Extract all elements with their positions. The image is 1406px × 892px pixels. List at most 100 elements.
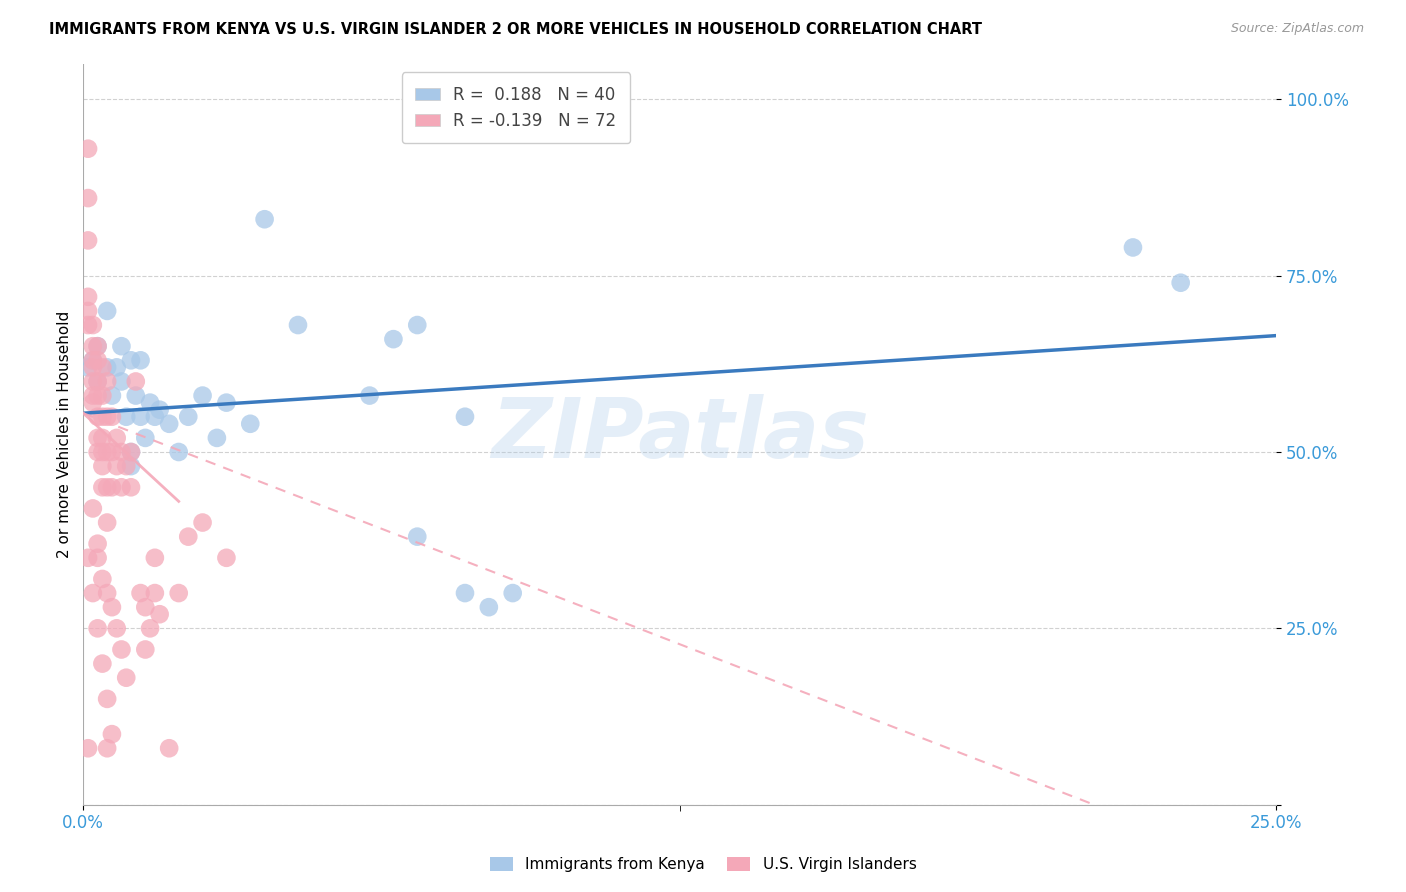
Point [86, 339, 108, 353]
Point [82, 395, 104, 409]
Point [91, 431, 114, 445]
Point [287, 318, 309, 332]
Point [115, 409, 138, 424]
Text: IMMIGRANTS FROM KENYA VS U.S. VIRGIN ISLANDER 2 OR MORE VEHICLES IN HOUSEHOLD CO: IMMIGRANTS FROM KENYA VS U.S. VIRGIN ISL… [49, 22, 983, 37]
Point [134, 431, 156, 445]
Legend: R =  0.188   N = 40, R = -0.139   N = 72: R = 0.188 N = 40, R = -0.139 N = 72 [402, 72, 630, 144]
Point [129, 353, 152, 368]
Point [96, 409, 118, 424]
Point [215, 550, 238, 565]
Point [139, 621, 162, 635]
Point [86, 375, 108, 389]
Point [215, 395, 238, 409]
Text: ZIPatlas: ZIPatlas [491, 394, 869, 475]
Point [139, 395, 162, 409]
Point [167, 445, 190, 459]
Point [110, 339, 132, 353]
Point [91, 572, 114, 586]
Point [96, 691, 118, 706]
Point [359, 388, 381, 402]
Point [406, 530, 429, 544]
Point [96, 360, 118, 375]
Point [143, 409, 166, 424]
Point [86, 375, 108, 389]
Point [177, 530, 200, 544]
Point [101, 388, 124, 402]
Point [96, 586, 118, 600]
Point [149, 402, 172, 417]
Point [191, 388, 214, 402]
Point [77, 142, 100, 156]
Point [77, 304, 100, 318]
Point [143, 550, 166, 565]
Point [86, 388, 108, 402]
Point [157, 741, 180, 756]
Point [105, 459, 128, 474]
Point [96, 480, 118, 494]
Point [120, 480, 142, 494]
Point [115, 671, 138, 685]
Point [1122, 240, 1144, 254]
Point [82, 375, 104, 389]
Point [82, 360, 104, 375]
Point [96, 741, 118, 756]
Point [91, 409, 114, 424]
Point [77, 234, 100, 248]
Point [134, 600, 156, 615]
Point [101, 409, 124, 424]
Point [86, 445, 108, 459]
Point [143, 586, 166, 600]
Point [478, 600, 501, 615]
Point [86, 353, 108, 368]
Legend: Immigrants from Kenya, U.S. Virgin Islanders: Immigrants from Kenya, U.S. Virgin Islan… [482, 849, 924, 880]
Point [454, 586, 477, 600]
Point [157, 417, 180, 431]
Point [77, 290, 100, 304]
Point [86, 621, 108, 635]
Point [82, 388, 104, 402]
Point [101, 445, 124, 459]
Point [129, 586, 152, 600]
Point [454, 409, 477, 424]
Point [502, 586, 524, 600]
Point [77, 550, 100, 565]
Point [91, 360, 114, 375]
Point [82, 339, 104, 353]
Point [77, 318, 100, 332]
Point [86, 409, 108, 424]
Point [96, 516, 118, 530]
Point [125, 388, 148, 402]
Point [82, 353, 104, 368]
Point [110, 480, 132, 494]
Text: Source: ZipAtlas.com: Source: ZipAtlas.com [1230, 22, 1364, 36]
Point [177, 409, 200, 424]
Point [101, 480, 124, 494]
Point [191, 516, 214, 530]
Point [120, 459, 142, 474]
Point [115, 459, 138, 474]
Point [1170, 276, 1192, 290]
Point [101, 727, 124, 741]
Point [82, 501, 104, 516]
Point [406, 318, 429, 332]
Point [134, 642, 156, 657]
Point [96, 304, 118, 318]
Point [77, 191, 100, 205]
Point [110, 445, 132, 459]
Point [91, 657, 114, 671]
Point [86, 339, 108, 353]
Point [91, 480, 114, 494]
Point [120, 353, 142, 368]
Point [96, 375, 118, 389]
Point [253, 212, 276, 227]
Point [110, 642, 132, 657]
Point [86, 537, 108, 551]
Point [91, 388, 114, 402]
Point [86, 431, 108, 445]
Y-axis label: 2 or more Vehicles in Household: 2 or more Vehicles in Household [58, 310, 72, 558]
Point [120, 445, 142, 459]
Point [82, 586, 104, 600]
Point [110, 375, 132, 389]
Point [77, 741, 100, 756]
Point [86, 550, 108, 565]
